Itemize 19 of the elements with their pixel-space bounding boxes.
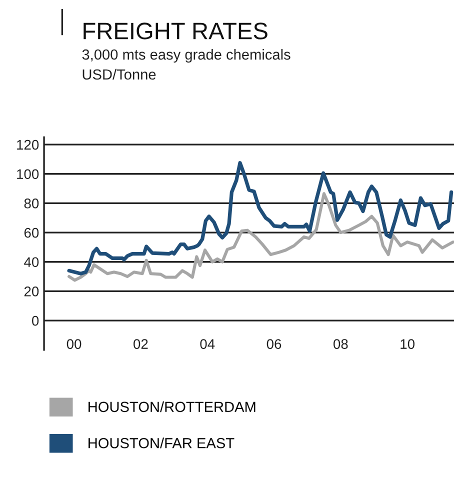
y-tick-label: 0 (32, 316, 39, 326)
line-series (68, 192, 454, 282)
y-tick-label: 120 (17, 140, 39, 150)
x-tick-label: 08 (333, 339, 348, 349)
y-tick-label: 100 (17, 169, 39, 180)
chart-subtitle: 3,000 mts easy grade chemicals USD/Tonne (82, 49, 290, 80)
line-series (67, 161, 454, 276)
y-tick-label: 60 (24, 228, 39, 238)
x-tick-label: 04 (200, 339, 215, 349)
x-tick-label: 02 (134, 339, 148, 349)
chart-title: FREIGHT RATES (84, 22, 268, 40)
legend-label: HOUSTON/FAR EAST (88, 438, 234, 448)
y-tick-label: 80 (24, 198, 39, 208)
x-tick-label: 00 (66, 339, 82, 349)
x-tick-label: 10 (400, 339, 415, 349)
legend-label: HOUSTON/ROTTERDAM (88, 401, 256, 412)
y-tick-label: 40 (24, 257, 39, 268)
y-tick-label: 20 (24, 286, 39, 296)
x-tick-label: 06 (266, 339, 282, 349)
